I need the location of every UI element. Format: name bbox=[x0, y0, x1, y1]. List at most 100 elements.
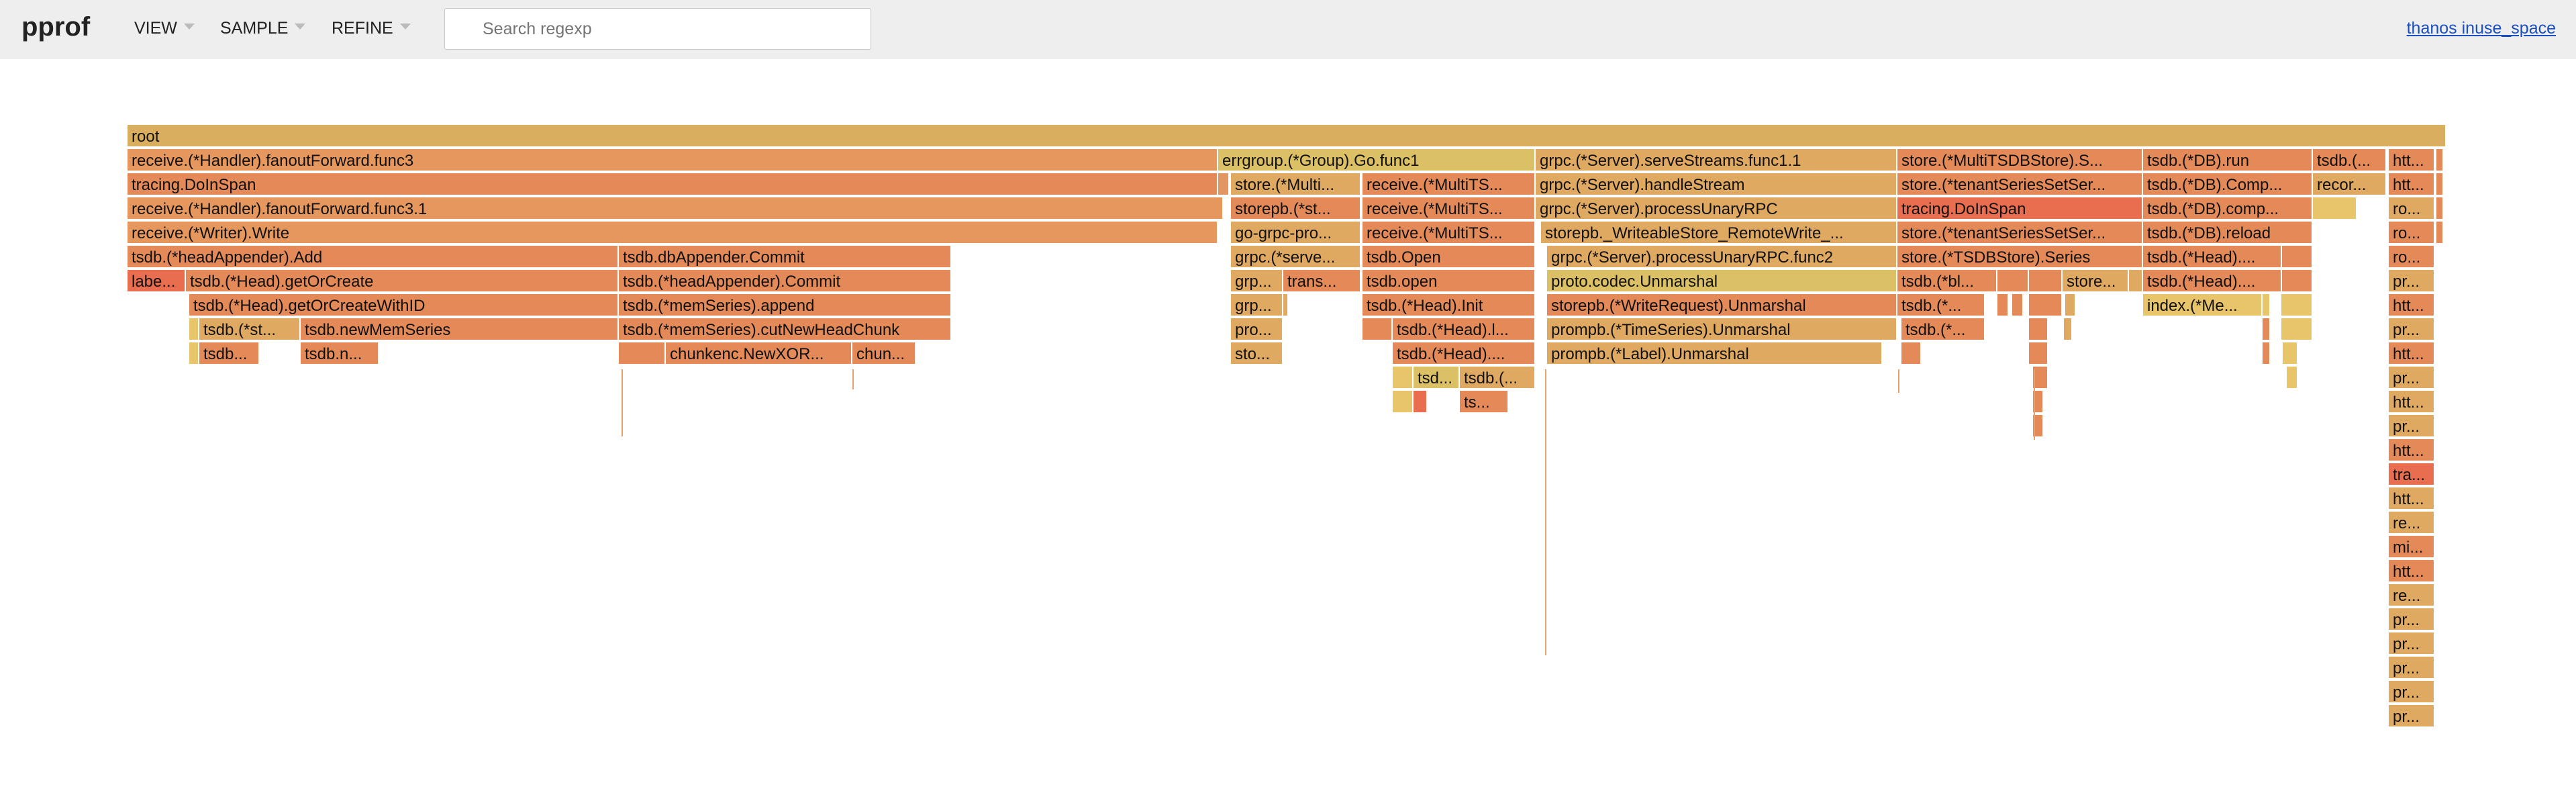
flame-frame[interactable]: tsdb.(*st... bbox=[199, 318, 301, 341]
flame-frame[interactable]: tracing.DoInSpan bbox=[128, 173, 1218, 196]
app-logo[interactable]: pprof bbox=[21, 12, 91, 42]
flame-frame[interactable]: tsdb.(*headAppender).Add bbox=[128, 246, 619, 269]
flame-frame[interactable]: tsdb.(*bl... bbox=[1897, 270, 1997, 293]
flame-frame[interactable]: receive.(*Handler).fanoutForward.func3.1 bbox=[128, 197, 1224, 220]
flame-frame[interactable]: tsdb.(*Head).getOrCreate bbox=[186, 270, 619, 293]
flame-frame[interactable] bbox=[2282, 246, 2313, 269]
flame-frame[interactable] bbox=[2064, 318, 2073, 341]
flame-frame[interactable]: mi... bbox=[2389, 536, 2435, 559]
flame-frame[interactable]: tsdb.(*Head).getOrCreateWithID bbox=[189, 294, 619, 317]
flame-frame[interactable] bbox=[2029, 294, 2063, 317]
flame-frame[interactable]: trans... bbox=[1283, 270, 1361, 293]
flame-frame[interactable] bbox=[2282, 270, 2313, 293]
flame-frame[interactable]: index.(*Me... bbox=[2143, 294, 2263, 317]
flame-frame[interactable]: htt... bbox=[2389, 391, 2435, 414]
flame-frame[interactable]: grpc.(*Server).serveStreams.func1.1 bbox=[1536, 149, 1897, 172]
flame-frame[interactable]: pr... bbox=[2389, 681, 2435, 704]
flame-frame[interactable] bbox=[1393, 391, 1414, 414]
flame-frame[interactable]: pr... bbox=[2389, 415, 2435, 438]
flame-frame[interactable]: tsdb.dbAppender.Commit bbox=[619, 246, 952, 269]
flame-frame[interactable]: pr... bbox=[2389, 705, 2435, 728]
flame-frame[interactable]: pr... bbox=[2389, 367, 2435, 389]
flame-frame[interactable] bbox=[2263, 294, 2271, 317]
search-input[interactable] bbox=[445, 9, 871, 49]
flame-frame[interactable]: tsdb.(*Head).Init bbox=[1363, 294, 1536, 317]
flame-frame[interactable]: pro... bbox=[1231, 318, 1283, 341]
flame-frame[interactable]: storepb.(*WriteRequest).Unmarshal bbox=[1547, 294, 1897, 317]
flame-frame[interactable]: chun... bbox=[852, 342, 916, 365]
flame-frame[interactable]: tsdb.(*Head).... bbox=[1393, 342, 1536, 365]
flame-frame[interactable] bbox=[2033, 415, 2044, 438]
flame-frame[interactable]: tsdb.(... bbox=[1460, 367, 1536, 389]
flame-frame[interactable]: tsdb.(*headAppender).Commit bbox=[619, 270, 952, 293]
flame-frame[interactable]: ro... bbox=[2389, 197, 2435, 220]
flame-frame[interactable]: receive.(*Handler).fanoutForward.func3 bbox=[128, 149, 1218, 172]
flame-frame[interactable]: root bbox=[128, 125, 2446, 148]
flame-frame[interactable]: store.(*tenantSeriesSetSer... bbox=[1897, 222, 2143, 244]
flame-frame[interactable]: grp... bbox=[1231, 294, 1283, 317]
flame-frame[interactable]: htt... bbox=[2389, 294, 2435, 317]
flame-frame[interactable]: tsdb.Open bbox=[1363, 246, 1536, 269]
flame-frame[interactable]: storepb.(*st... bbox=[1231, 197, 1361, 220]
flame-frame[interactable]: tsd... bbox=[1414, 367, 1460, 389]
flame-frame[interactable]: receive.(*MultiTS... bbox=[1363, 173, 1536, 196]
flame-frame[interactable]: tracing.DoInSpan bbox=[1897, 197, 2143, 220]
flame-frame[interactable] bbox=[1997, 294, 2009, 317]
flame-frame[interactable] bbox=[2313, 197, 2357, 220]
flame-frame[interactable] bbox=[189, 318, 199, 341]
flame-frame[interactable]: pr... bbox=[2389, 270, 2435, 293]
flame-frame[interactable] bbox=[2029, 270, 2063, 293]
refine-menu[interactable]: REFINE bbox=[332, 19, 411, 38]
flame-frame[interactable]: tsdb.(*... bbox=[1901, 318, 1985, 341]
flame-frame[interactable]: recor... bbox=[2313, 173, 2387, 196]
flame-frame[interactable]: tsdb.(*DB).reload bbox=[2143, 222, 2313, 244]
flame-frame[interactable]: tsdb.(... bbox=[2313, 149, 2387, 172]
flame-frame[interactable]: tsdb... bbox=[199, 342, 260, 365]
flame-frame[interactable]: grp... bbox=[1231, 270, 1283, 293]
profile-title-link[interactable]: thanos inuse_space bbox=[2406, 19, 2556, 38]
flame-frame[interactable]: store.(*tenantSeriesSetSer... bbox=[1897, 173, 2143, 196]
flame-frame[interactable] bbox=[2033, 391, 2044, 414]
flame-frame[interactable]: tsdb.(*DB).Comp... bbox=[2143, 173, 2313, 196]
flame-frame[interactable]: ro... bbox=[2389, 246, 2435, 269]
flame-frame[interactable] bbox=[189, 342, 199, 365]
flame-frame[interactable]: tsdb.(*... bbox=[1897, 294, 1985, 317]
flame-frame[interactable]: prompb.(*TimeSeries).Unmarshal bbox=[1547, 318, 1897, 341]
flame-frame[interactable]: errgroup.(*Group).Go.func1 bbox=[1218, 149, 1536, 172]
flame-frame[interactable]: pr... bbox=[2389, 657, 2435, 679]
flame-frame[interactable]: htt... bbox=[2389, 560, 2435, 583]
flame-frame[interactable]: proto.codec.Unmarshal bbox=[1547, 270, 1897, 293]
flame-frame[interactable] bbox=[1414, 391, 1428, 414]
flame-frame[interactable]: htt... bbox=[2389, 342, 2435, 365]
flame-frame[interactable] bbox=[2012, 294, 2024, 317]
flame-frame[interactable]: store... bbox=[2063, 270, 2129, 293]
flame-frame[interactable]: store.(*TSDBStore).Series bbox=[1897, 246, 2143, 269]
flame-frame[interactable] bbox=[2065, 294, 2076, 317]
flame-frame[interactable]: storepb._WriteableStore_RemoteWrite_... bbox=[1541, 222, 1897, 244]
flame-frame[interactable] bbox=[1997, 270, 2029, 293]
flame-frame[interactable] bbox=[2033, 367, 2048, 389]
flame-frame[interactable]: pr... bbox=[2389, 608, 2435, 631]
flame-frame[interactable]: prompb.(*Label).Unmarshal bbox=[1547, 342, 1883, 365]
flame-frame[interactable]: store.(*MultiTSDBStore).S... bbox=[1897, 149, 2143, 172]
flame-frame[interactable] bbox=[619, 342, 666, 365]
flame-frame[interactable] bbox=[1363, 318, 1393, 341]
flame-frame[interactable] bbox=[2281, 318, 2313, 341]
flame-frame[interactable]: receive.(*Writer).Write bbox=[128, 222, 1218, 244]
flame-frame[interactable] bbox=[2263, 318, 2271, 341]
flame-frame[interactable]: htt... bbox=[2389, 149, 2435, 172]
flame-frame[interactable]: receive.(*MultiTS... bbox=[1363, 222, 1536, 244]
flame-frame[interactable]: tsdb.(*Head).... bbox=[2143, 246, 2282, 269]
flame-frame[interactable]: tsdb.(*Head).l... bbox=[1393, 318, 1536, 341]
flame-frame[interactable]: labe... bbox=[128, 270, 186, 293]
flame-frame[interactable] bbox=[2029, 342, 2048, 365]
flame-frame[interactable] bbox=[2029, 318, 2048, 341]
flame-frame[interactable]: re... bbox=[2389, 584, 2435, 607]
flame-frame[interactable] bbox=[2283, 342, 2298, 365]
flame-frame[interactable] bbox=[1218, 173, 1230, 196]
flame-frame[interactable]: tsdb.(*memSeries).cutNewHeadChunk bbox=[619, 318, 952, 341]
flame-frame[interactable]: receive.(*MultiTS... bbox=[1363, 197, 1536, 220]
flame-frame[interactable] bbox=[2436, 222, 2444, 244]
flame-frame[interactable] bbox=[1283, 294, 1289, 317]
flame-frame[interactable]: tsdb.n... bbox=[301, 342, 379, 365]
